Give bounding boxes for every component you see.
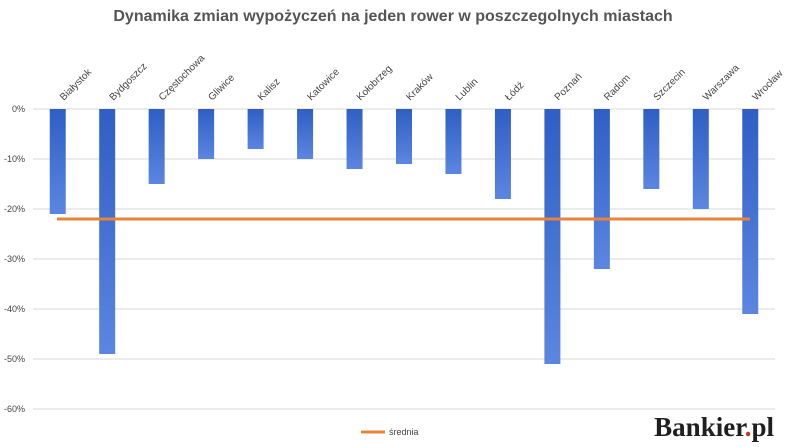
brand-dot: . xyxy=(744,412,752,442)
y-tick-label: -50% xyxy=(4,354,25,364)
x-tick-label: Katowice xyxy=(305,66,342,103)
y-tick-label: -10% xyxy=(4,154,25,164)
y-tick-label: -30% xyxy=(4,254,25,264)
bar-14 xyxy=(742,109,759,314)
bar-11 xyxy=(593,109,610,269)
x-tick-label: Szczecin xyxy=(652,67,688,103)
bar-3 xyxy=(198,109,215,159)
x-tick-label: Lublin xyxy=(454,76,481,103)
legend: średnia xyxy=(361,427,419,437)
bars xyxy=(49,109,759,364)
x-tick-label: Kołobrzeg xyxy=(355,64,395,104)
x-tick-label: Kalisz xyxy=(256,76,283,103)
x-tick-label: Białystok xyxy=(58,66,95,103)
x-tick-label: Poznań xyxy=(553,71,585,103)
bar-4 xyxy=(247,109,264,149)
x-tick-label: Łódź xyxy=(503,80,526,103)
bar-9 xyxy=(494,109,511,199)
chart-title: Dynamika zmian wypożyczeń na jeden rower… xyxy=(113,8,673,25)
y-tick-label: 0% xyxy=(12,104,25,114)
x-tick-label: Częstochowa xyxy=(157,53,208,104)
bar-1 xyxy=(99,109,116,354)
x-axis-labels: Białystok Bydgoszcz Częstochowa Gliwice Kali… xyxy=(58,53,786,104)
x-tick-label: Wrocław xyxy=(751,68,786,103)
bar-12 xyxy=(643,109,660,189)
brand-tld: pl xyxy=(751,412,774,442)
y-tick-label: -20% xyxy=(4,204,25,214)
legend-label-srednia: średnia xyxy=(389,427,419,437)
bar-10 xyxy=(544,109,561,364)
y-tick-label: -60% xyxy=(4,404,25,414)
bar-2 xyxy=(148,109,165,184)
y-axis-ticks: 0% -10% -20% -30% -40% -50% -60% xyxy=(4,104,25,414)
x-tick-label: Gliwice xyxy=(206,72,237,103)
bankier-logo: Bankier.pl xyxy=(654,412,774,443)
bar-8 xyxy=(445,109,462,174)
x-tick-label: Bydgoszcz xyxy=(108,61,150,103)
bar-7 xyxy=(396,109,412,164)
bar-13 xyxy=(692,109,709,209)
y-tick-label: -40% xyxy=(4,304,25,314)
x-tick-label: Warszawa xyxy=(701,62,742,103)
bar-6 xyxy=(346,109,363,169)
bar-5 xyxy=(297,109,314,159)
x-tick-label: Radom xyxy=(602,73,633,104)
brand-name: Bankier xyxy=(654,412,745,442)
bar-0 xyxy=(49,109,66,214)
x-tick-label: Kraków xyxy=(404,71,436,103)
